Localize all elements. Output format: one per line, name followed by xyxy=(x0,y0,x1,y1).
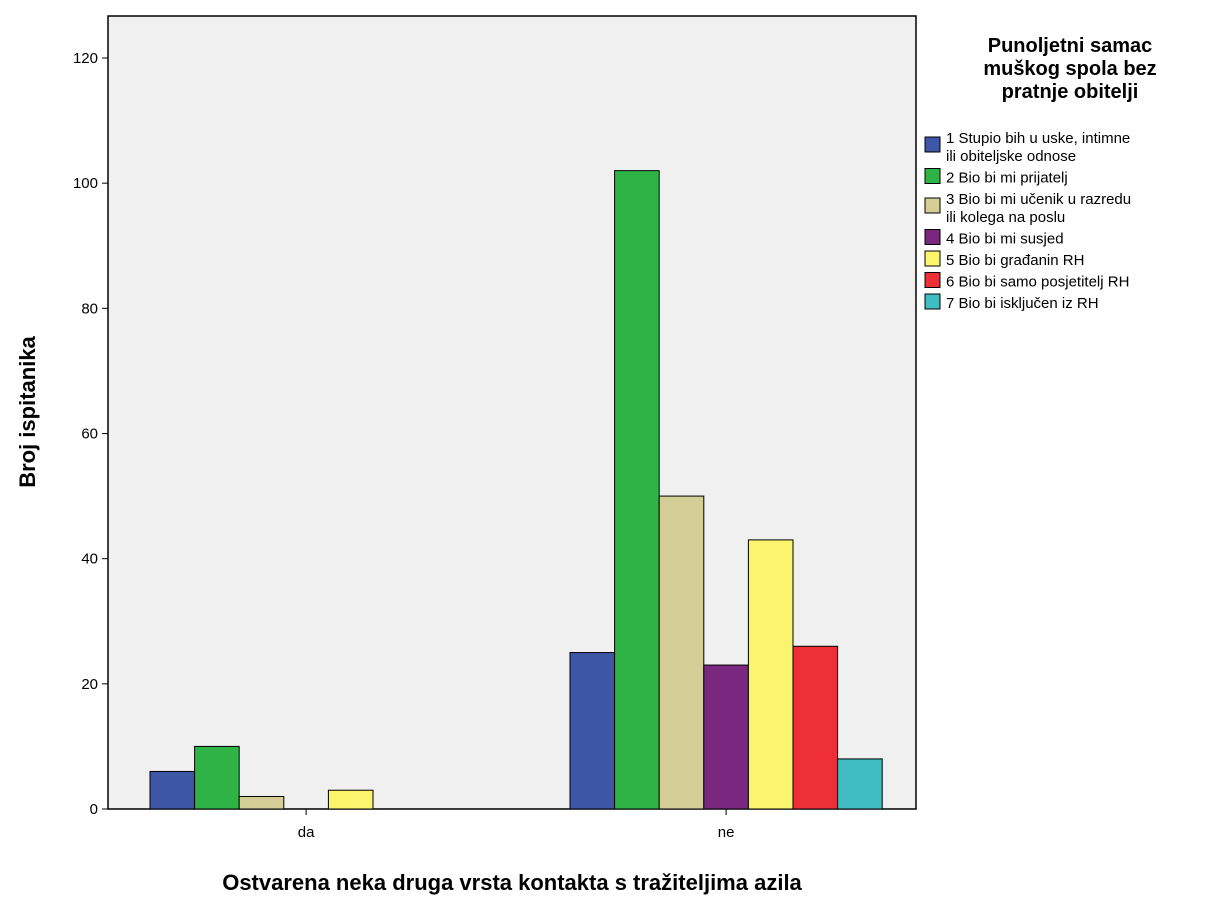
legend-label: 5 Bio bi građanin RH xyxy=(946,252,1084,269)
legend-label: 4 Bio bi mi susjed xyxy=(946,231,1064,248)
legend-title-line: muškog spola bez xyxy=(983,58,1156,80)
y-tick-label: 40 xyxy=(81,551,98,568)
bar-ne-series-2 xyxy=(614,170,660,810)
bar-da-series-1 xyxy=(149,770,196,810)
legend-swatch xyxy=(924,168,941,184)
x-axis: da ne xyxy=(298,809,735,841)
legend-label: ili kolega na poslu xyxy=(946,209,1065,226)
legend-label: 2 Bio bi mi prijatelj xyxy=(946,170,1068,187)
legend-swatch xyxy=(924,250,941,267)
y-tick-label: 60 xyxy=(81,426,98,443)
legend-swatch xyxy=(924,293,941,310)
legend-swatch xyxy=(924,229,941,245)
y-tick-label: 20 xyxy=(81,676,98,693)
y-axis: 0 20 40 60 80 100 120 xyxy=(73,50,108,818)
bar-da-series-5 xyxy=(327,789,374,810)
legend-label: 7 Bio bi isključen iz RH xyxy=(946,295,1099,312)
legend-title-line: pratnje obitelji xyxy=(1002,81,1139,103)
bar-ne-series-1 xyxy=(569,652,616,810)
y-tick-label: 120 xyxy=(73,50,98,67)
bar-ne-series-4 xyxy=(703,664,749,810)
legend-title-line: Punoljetni samac xyxy=(988,35,1153,57)
y-axis-title: Broj ispitanika xyxy=(15,335,40,487)
legend-label: 6 Bio bi samo posjetitelj RH xyxy=(946,274,1129,291)
bar-da-series-2 xyxy=(194,745,240,810)
y-tick-label: 80 xyxy=(81,300,98,317)
legend-label: 3 Bio bi mi učenik u razredu xyxy=(946,191,1131,208)
legend-label: ili obiteljske odnose xyxy=(946,148,1076,165)
bars xyxy=(149,170,883,810)
legend-swatch xyxy=(924,197,941,214)
legend-swatch xyxy=(924,136,941,153)
x-axis-title: Ostvarena neka druga vrsta kontakta s tr… xyxy=(222,870,802,895)
x-tick-label: ne xyxy=(718,824,735,841)
bar-ne-series-3 xyxy=(658,495,705,810)
y-tick-label: 0 xyxy=(90,801,98,818)
bar-da-series-3 xyxy=(238,795,285,810)
y-tick-label: 100 xyxy=(73,175,98,192)
legend-swatch xyxy=(924,272,941,288)
x-tick-label: da xyxy=(298,824,315,841)
bar-ne-series-5 xyxy=(747,539,794,810)
bar-ne-series-7 xyxy=(837,758,883,810)
legend-label: 1 Stupio bih u uske, intimne xyxy=(946,130,1130,147)
bar-ne-series-6 xyxy=(792,645,839,810)
